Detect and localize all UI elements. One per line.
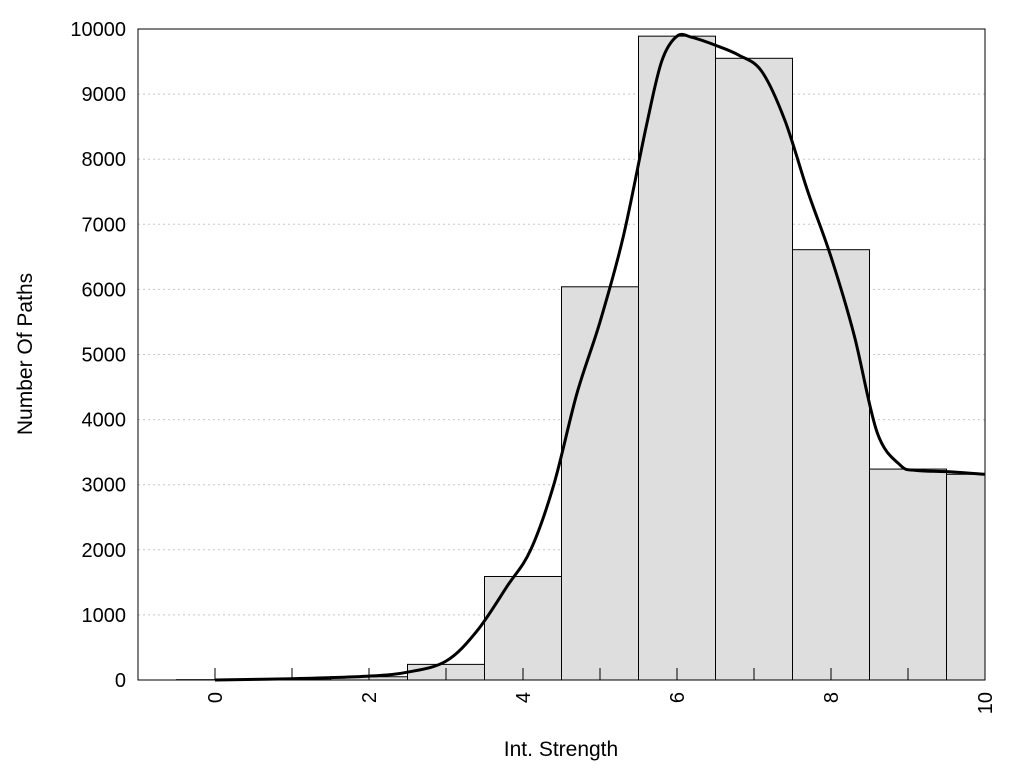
histogram-bar: [561, 286, 639, 681]
histogram-bar: [792, 249, 870, 681]
y-tick-label: 1000: [82, 605, 127, 627]
histogram-bar: [484, 575, 562, 681]
y-tick-label: 7000: [82, 214, 127, 236]
y-tick-label: 6000: [82, 279, 127, 301]
histogram-bars: [176, 35, 986, 681]
y-tick-label: 8000: [82, 149, 127, 171]
y-tick-label: 3000: [82, 475, 127, 497]
y-tick-label: 2000: [82, 540, 127, 562]
histogram-bar: [869, 468, 947, 681]
x-axis-label: Int. Strength: [504, 738, 618, 761]
x-tick-label: 4: [513, 692, 535, 703]
x-tick-label: 8: [821, 692, 843, 703]
y-tick-label: 9000: [82, 84, 127, 106]
histogram-bar: [638, 35, 716, 681]
y-tick-label: 4000: [82, 410, 127, 432]
x-tick-label: 6: [667, 692, 689, 703]
y-tick-label: 5000: [82, 345, 127, 367]
y-tick-label: 0: [115, 670, 126, 692]
histogram-bar: [946, 473, 986, 681]
plot-frame: [137, 28, 986, 681]
histogram-bar: [715, 57, 793, 681]
x-tick-label: 10: [975, 692, 997, 714]
axis-ticks: 0100020003000400050006000700080009000100…: [70, 19, 997, 714]
x-tick-label: 0: [205, 692, 227, 703]
x-tick-label: 2: [359, 692, 381, 703]
y-axis-label: Number Of Paths: [14, 273, 37, 435]
density-curve: [214, 32, 986, 682]
y-tick-label: 10000: [70, 19, 126, 41]
